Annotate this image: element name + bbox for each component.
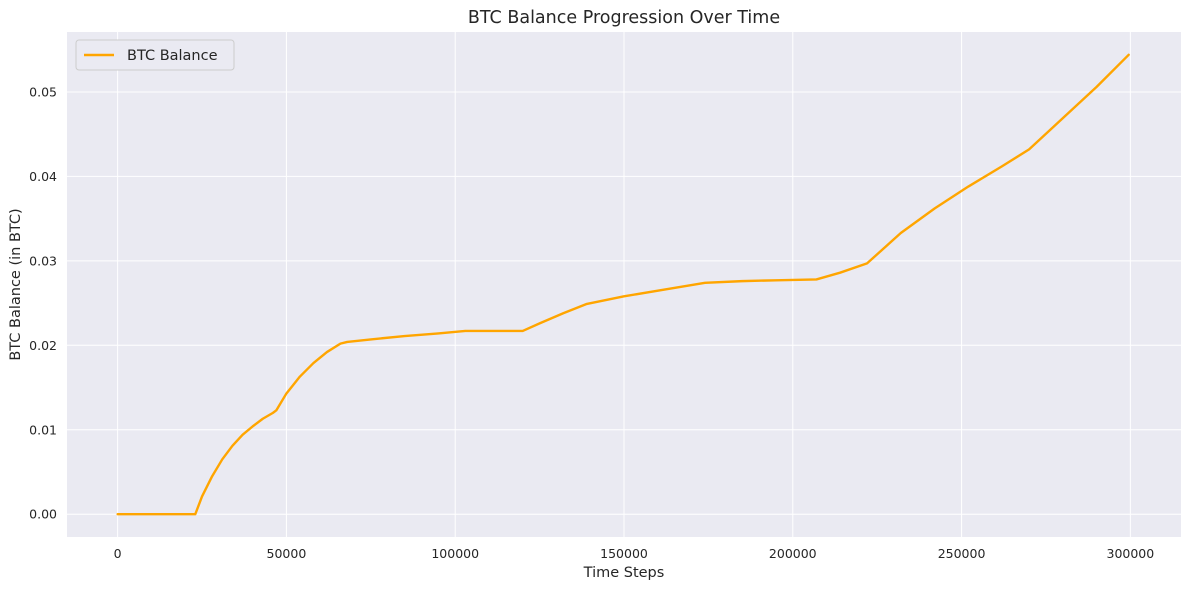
- y-tick-label: 0.00: [29, 507, 57, 522]
- tick-layer: 0 50000 100000 150000 200000 250000 300000 0.00…: [29, 84, 1154, 561]
- y-axis-title: BTC Balance (in BTC): [8, 208, 24, 360]
- y-tick-label: 0.03: [29, 253, 57, 268]
- x-tick-label: 150000: [600, 546, 648, 561]
- y-tick-label: 0.01: [29, 422, 57, 437]
- y-tick-label: 0.04: [29, 169, 57, 184]
- y-tick-label: 0.02: [29, 338, 57, 353]
- series-layer: [116, 53, 1130, 516]
- legend-box: [75, 39, 235, 71]
- grid-layer: [67, 32, 1181, 537]
- x-tick-label: 50000: [267, 546, 307, 561]
- x-tick-label: 0: [114, 546, 122, 561]
- legend-label: BTC Balance: [127, 48, 218, 64]
- x-tick-label: 250000: [938, 546, 986, 561]
- chart-title: BTC Balance Progression Over Time: [468, 8, 780, 28]
- legend: BTC Balance: [75, 39, 235, 71]
- x-tick-label: 200000: [769, 546, 817, 561]
- x-tick-label: 300000: [1107, 546, 1155, 561]
- series-line: [116, 53, 1130, 516]
- x-tick-label: 100000: [431, 546, 479, 561]
- y-tick-label: 0.05: [29, 84, 57, 99]
- x-axis-title: Time Steps: [583, 565, 665, 581]
